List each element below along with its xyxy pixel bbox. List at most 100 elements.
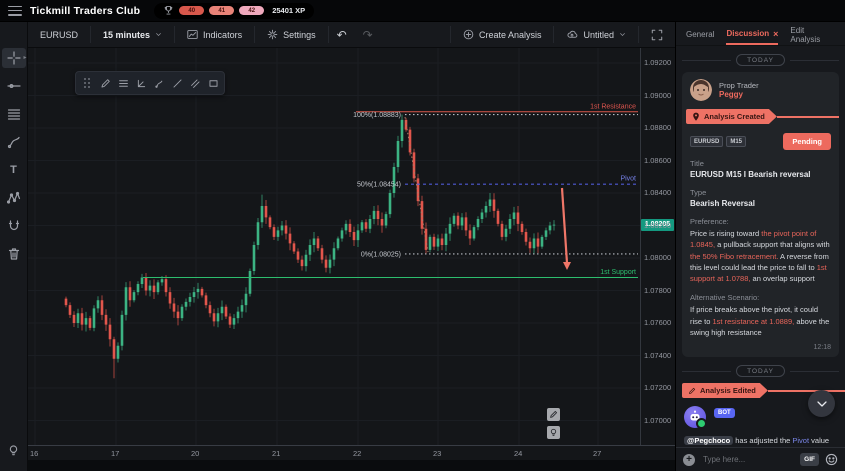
floating-draw-toolbar [75,71,225,95]
time-axis[interactable]: 16 17 20 21 22 23 24 27 [28,445,675,461]
analysis-edited-ribbon: Analysis Edited [682,383,845,398]
rectangle-draw-tool[interactable] [204,74,222,92]
bot-avatar[interactable] [684,406,707,429]
price-tick: 1.09200 [644,58,672,67]
fib-retracement-tool[interactable] [2,104,26,124]
chart-zone: 1st Resistance 100%(1.08883) 50%(1.08454) P… [28,48,675,471]
alternative-text: If price breaks above the pivot, it coul… [690,305,830,337]
price-tick: 1.08000 [644,253,672,262]
fullscreen-button[interactable] [639,22,675,47]
lightbulb-icon [9,445,18,456]
pattern-tool[interactable] [2,188,26,208]
app-title: Tickmill Traders Club [30,4,141,17]
parallel-lines-icon [190,78,200,88]
lightbulb-icon [550,428,557,436]
pencil-icon [100,78,110,88]
close-tab-icon[interactable]: × [773,28,779,39]
text-tool[interactable]: T [2,160,26,180]
magnet-tool[interactable] [2,216,26,236]
fib-lines-icon [7,109,20,120]
chat-scroll-area[interactable]: TODAY Prop Trader Peggy Analysis Created [676,46,845,447]
online-status-dot [696,418,707,429]
horizontal-line-tool[interactable] [2,76,26,96]
add-attachment-button[interactable]: + [683,453,695,466]
preference-text: Price is rising toward the pivot point o… [690,229,830,283]
undo-button[interactable]: ↶ [336,27,347,42]
symbol-button[interactable]: EURUSD [40,29,79,40]
price-tick: 1.07200 [644,383,672,392]
gif-button[interactable]: GIF [800,453,819,466]
tab-discussion[interactable]: Discussion × [726,22,779,45]
message-input[interactable] [701,454,795,465]
tab-edit-analysis[interactable]: Edit Analysis [790,25,821,44]
bot-author-row: BOT [684,406,837,429]
fib-draw-tool[interactable] [114,74,132,92]
candlestick-chart[interactable]: 1st Resistance 100%(1.08883) 50%(1.08454) P… [28,48,640,445]
analysis-card: Prop Trader Peggy Analysis Created EURUS… [682,72,839,357]
indicators-button[interactable]: Indicators [175,22,254,47]
time-tick: 16 [30,449,39,458]
price-tick: 1.08400 [644,188,672,197]
svg-text:0%(1.08025): 0%(1.08025) [361,251,401,258]
line-draw-tool[interactable] [168,74,186,92]
crosshair-tool[interactable]: ▸ [1,48,27,68]
date-divider: TODAY [682,54,840,66]
author-row: Prop Trader Peggy [690,79,831,101]
indicators-icon [187,30,198,39]
trend-line-icon [172,78,182,88]
price-tick: 1.07600 [644,318,672,327]
create-analysis-button[interactable]: Create Analysis [451,22,554,47]
save-analysis-dropdown[interactable]: Untitled [554,22,638,47]
fib-lines-icon [118,79,128,87]
xabcd-pattern-icon [6,191,20,204]
horizontal-line-icon [6,83,21,88]
pencil-icon [550,410,558,418]
parallel-lines-tool[interactable] [186,74,204,92]
tool-expand-chevron[interactable]: ▸ [23,55,27,61]
chevron-down-icon [620,33,625,36]
timeframe-dropdown[interactable]: 15 minutes [91,22,174,47]
message-timestamp: 12:18 [813,344,831,351]
ideas-lightbulb-button[interactable] [7,444,20,457]
settings-button[interactable]: Settings [255,22,328,47]
trash-tool[interactable] [2,244,26,264]
level-pill-3: 42 [239,6,265,15]
chart-toolbar: EURUSD 15 minutes Indicators Settings ↶ … [28,22,675,48]
hamburger-menu-icon[interactable] [8,5,22,16]
level-pill-2: 41 [209,6,235,15]
chevron-down-icon [156,33,161,36]
scroll-to-bottom-button[interactable] [808,390,835,417]
status-pending-button[interactable]: Pending [783,133,831,150]
angle-draw-tool[interactable] [132,74,150,92]
author-role: Prop Trader [719,80,759,90]
current-price-tag: 1.08205 [641,218,674,231]
avatar[interactable] [690,79,712,101]
brush-tool[interactable] [2,132,26,152]
time-tick: 20 [191,449,200,458]
price-tick: 1.08600 [644,155,672,165]
emoji-button[interactable] [825,453,838,466]
time-tick: 23 [433,449,442,458]
marker-draw-tool[interactable] [150,74,168,92]
preference-label: Preference: [690,217,729,226]
drag-handle[interactable] [78,74,96,92]
edit-drawing-button[interactable] [547,408,560,421]
alternative-label: Alternative Scenario: [690,293,760,303]
price-tick: 1.07000 [644,415,672,425]
price-axis[interactable]: 1.08205 1.09200 1.09000 1.08800 1.08600 1.08… [640,48,675,445]
pin-icon [692,112,700,121]
time-tick: 21 [272,449,281,458]
pencil-draw-tool[interactable] [96,74,114,92]
tab-general[interactable]: General [686,30,715,39]
hint-lightbulb-button[interactable] [547,426,560,439]
author-name[interactable]: Peggy [719,90,744,100]
bottom-strip [28,460,675,471]
title-label: Title [690,159,704,168]
trash-icon [8,248,19,260]
svg-text:1st Resistance: 1st Resistance [590,103,636,110]
redo-button[interactable]: ↷ [362,27,373,42]
time-tick: 24 [514,449,523,458]
trophy-icon [164,6,173,15]
xp-badge-group[interactable]: 40 41 42 25401 XP [154,2,315,19]
